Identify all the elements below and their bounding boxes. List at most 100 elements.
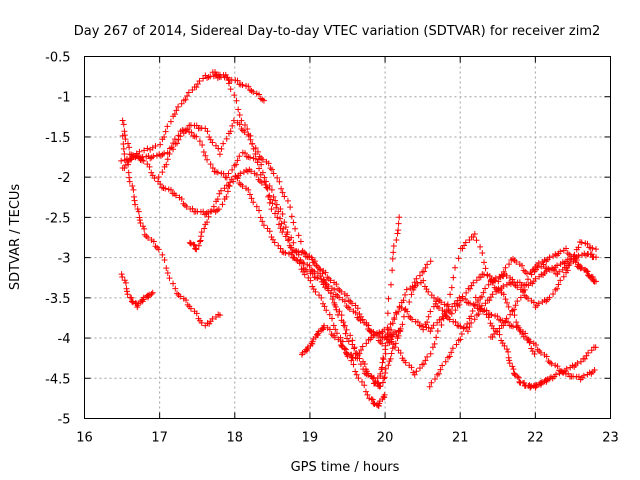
data-point [397, 350, 404, 357]
data-point [494, 287, 501, 294]
data-point [145, 234, 152, 241]
data-point [554, 262, 560, 269]
data-point [340, 319, 347, 326]
data-point [132, 201, 139, 208]
data-point [509, 276, 516, 283]
data-point [209, 315, 216, 322]
data-point [235, 106, 242, 113]
data-point [560, 273, 567, 280]
data-point [397, 328, 404, 335]
data-point [392, 340, 399, 347]
data-point [273, 204, 280, 211]
data-point [256, 207, 263, 214]
data-point [563, 365, 570, 372]
data-point [236, 153, 243, 160]
data-point [389, 333, 396, 340]
x-tick-label: 21 [452, 431, 469, 446]
data-point [272, 197, 279, 204]
x-tick-label: 22 [527, 431, 544, 446]
data-point [121, 277, 128, 284]
data-point [129, 299, 136, 306]
data-point [198, 319, 205, 326]
data-point [148, 290, 155, 297]
data-point [234, 175, 241, 182]
data-point [298, 260, 305, 267]
series-track-15 [487, 245, 600, 341]
data-point [225, 182, 232, 189]
data-point [469, 307, 476, 314]
data-point [429, 344, 436, 351]
data-point [348, 357, 355, 364]
data-point [209, 139, 216, 146]
data-point [321, 303, 328, 310]
data-point [282, 224, 289, 231]
x-tick-label: 19 [302, 431, 319, 446]
data-point [267, 196, 274, 203]
data-point [183, 203, 190, 210]
data-point [295, 248, 302, 255]
data-point [238, 117, 245, 124]
data-point [375, 382, 382, 389]
data-point [253, 203, 260, 210]
data-point [277, 245, 284, 252]
data-point [494, 313, 501, 320]
y-tick-label: -3.5 [45, 292, 70, 307]
data-point [384, 310, 391, 317]
data-point [151, 175, 158, 182]
data-point [389, 267, 396, 274]
data-point [520, 333, 527, 340]
data-point [545, 265, 552, 272]
data-point [591, 367, 598, 374]
data-point [478, 293, 485, 300]
data-point [363, 340, 370, 347]
data-point [434, 327, 441, 334]
data-point [248, 168, 255, 175]
data-point [503, 272, 510, 279]
data-point [354, 305, 361, 312]
data-point [452, 319, 459, 326]
data-point [161, 134, 168, 141]
data-point [167, 186, 174, 193]
data-point [159, 169, 166, 176]
data-point [438, 316, 445, 323]
data-point [523, 281, 530, 288]
data-point [446, 353, 453, 360]
data-point [514, 284, 521, 291]
data-point [414, 280, 421, 287]
data-point [430, 294, 437, 301]
data-point [379, 379, 386, 386]
data-point [352, 309, 359, 316]
data-point [466, 324, 473, 331]
data-point [390, 242, 397, 249]
data-point [398, 304, 405, 311]
data-point [166, 275, 173, 282]
data-point [124, 291, 131, 298]
data-point [413, 368, 420, 375]
data-point [338, 312, 345, 319]
data-point [416, 365, 423, 372]
data-point [504, 299, 511, 306]
data-point [338, 343, 345, 350]
data-point [473, 277, 480, 284]
data-point [532, 275, 539, 282]
data-point [347, 332, 354, 339]
data-point [431, 340, 438, 347]
data-point [263, 178, 270, 185]
data-point [200, 75, 207, 82]
data-point [250, 199, 257, 206]
data-point [258, 161, 265, 168]
data-point [233, 161, 240, 168]
data-point [229, 166, 236, 173]
data-point [532, 341, 539, 348]
data-point [218, 187, 225, 194]
data-point [118, 157, 125, 164]
data-point [140, 223, 147, 230]
data-point [427, 350, 434, 357]
data-point [464, 328, 471, 335]
data-point [489, 291, 496, 298]
data-point [246, 191, 253, 198]
data-point [433, 334, 440, 341]
y-tick-label: -0.5 [45, 51, 70, 66]
data-point [575, 252, 582, 259]
data-point [522, 330, 529, 337]
